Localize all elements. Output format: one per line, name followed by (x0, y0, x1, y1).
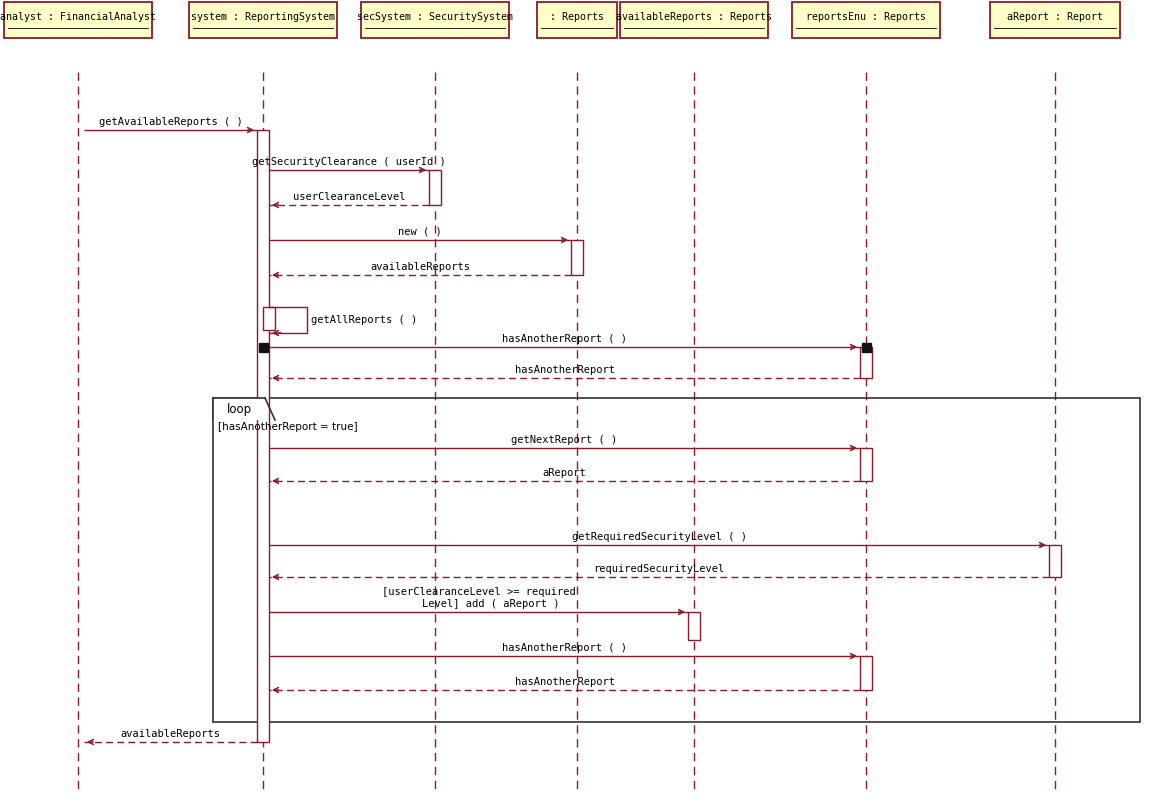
Bar (860, 347, 872, 378)
Text: requiredSecurityLevel: requiredSecurityLevel (593, 564, 725, 574)
Text: getSecurityClearance ( userId ): getSecurityClearance ( userId ) (252, 157, 445, 167)
Text: userClearanceLevel: userClearanceLevel (293, 192, 405, 202)
Text: new ( ): new ( ) (398, 227, 442, 237)
Text: reportsEnu : Reports: reportsEnu : Reports (805, 12, 926, 22)
Bar (257, 130, 269, 742)
Text: : Reports: : Reports (550, 12, 604, 22)
Bar (361, 2, 509, 38)
Bar (189, 2, 337, 38)
Bar (860, 448, 872, 481)
Text: availableReports: availableReports (370, 262, 470, 272)
Bar (792, 2, 941, 38)
Bar (429, 170, 441, 205)
Text: hasAnotherReport ( ): hasAnotherReport ( ) (502, 643, 627, 653)
Text: system : ReportingSystem: system : ReportingSystem (192, 12, 335, 22)
Bar (862, 343, 870, 352)
Text: getAvailableReports ( ): getAvailableReports ( ) (98, 117, 242, 127)
Text: analyst : FinancialAnalyst: analyst : FinancialAnalyst (0, 12, 156, 22)
Bar (213, 398, 265, 420)
Bar (3, 2, 152, 38)
Text: aReport : Report: aReport : Report (1007, 12, 1103, 22)
Bar (213, 398, 1140, 722)
Bar (1049, 545, 1061, 577)
Bar (688, 612, 700, 640)
Bar (990, 2, 1121, 38)
Text: getRequiredSecurityLevel ( ): getRequiredSecurityLevel ( ) (571, 532, 747, 542)
Bar (860, 656, 872, 690)
Text: getAllReports ( ): getAllReports ( ) (310, 315, 418, 325)
Text: loop: loop (226, 402, 252, 416)
Bar (263, 307, 275, 330)
Text: hasAnotherReport: hasAnotherReport (515, 677, 614, 687)
Text: hasAnotherReport ( ): hasAnotherReport ( ) (502, 334, 627, 344)
Bar (537, 2, 617, 38)
Text: [userClearanceLevel >= required
    Level] add ( aReport ): [userClearanceLevel >= required Level] a… (382, 587, 576, 609)
Text: getNextReport ( ): getNextReport ( ) (511, 435, 617, 445)
Text: availableReports : Reports: availableReports : Reports (616, 12, 772, 22)
Text: secSystem : SecuritySystem: secSystem : SecuritySystem (357, 12, 514, 22)
Text: availableReports: availableReports (120, 729, 220, 739)
Text: [hasAnotherReport = true]: [hasAnotherReport = true] (218, 422, 358, 432)
Text: aReport: aReport (542, 468, 586, 478)
Bar (571, 240, 583, 275)
Bar (620, 2, 769, 38)
Bar (258, 343, 268, 352)
Text: hasAnotherReport: hasAnotherReport (515, 365, 614, 375)
